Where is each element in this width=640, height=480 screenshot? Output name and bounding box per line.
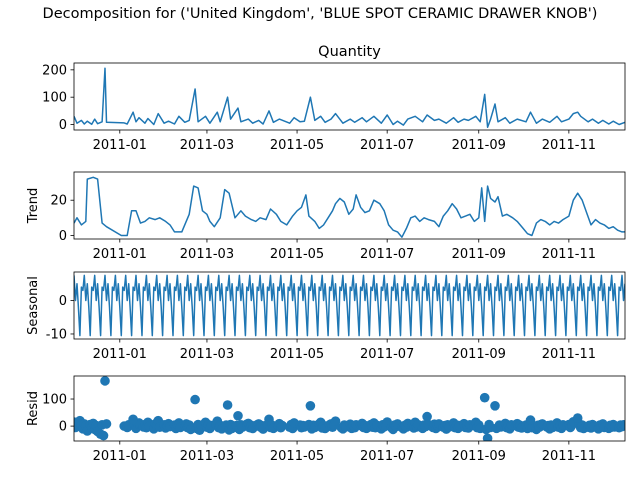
x-tick-label: 2011-03 xyxy=(180,449,234,464)
x-tick-label: 2011-05 xyxy=(270,247,324,262)
panel-data xyxy=(74,376,625,441)
resid-outlier-point xyxy=(98,430,109,441)
resid-outlier-point xyxy=(490,401,500,411)
resid-outlier-point xyxy=(479,392,490,403)
series-line xyxy=(74,176,625,238)
x-tick-label: 2011-09 xyxy=(452,347,506,362)
resid-outlier-point xyxy=(572,413,583,423)
y-tick-label: 0 xyxy=(59,420,67,435)
x-tick-label: 2011-01 xyxy=(93,138,147,153)
x-tick-label: 2011-05 xyxy=(270,347,324,362)
resid-point xyxy=(620,420,625,431)
x-tick-label: 2011-01 xyxy=(93,449,147,464)
resid-point xyxy=(101,419,112,429)
x-tick-label: 2011-09 xyxy=(452,247,506,262)
panel-1 xyxy=(70,62,626,134)
panel-data xyxy=(74,176,625,238)
axes-frame xyxy=(73,271,626,340)
x-tick-label: 2011-07 xyxy=(360,347,414,362)
resid-outlier-point xyxy=(100,376,110,386)
y-tick-label: 0 xyxy=(59,229,67,244)
seasonal-line xyxy=(74,274,625,337)
x-tick-label: 2011-07 xyxy=(360,449,414,464)
y-tick-label: 20 xyxy=(50,194,67,209)
y-tick-label: 0 xyxy=(59,294,67,309)
x-tick-label: 2011-11 xyxy=(542,247,596,262)
resid-outlier-point xyxy=(305,401,316,411)
y-tick-label: 100 xyxy=(42,91,67,106)
y-axis-label: Resid xyxy=(26,391,41,426)
resid-outlier-point xyxy=(222,400,233,410)
panel-data xyxy=(74,274,625,337)
x-tick-label: 2011-05 xyxy=(270,449,324,464)
x-tick-label: 2011-09 xyxy=(452,138,506,153)
panel-3 xyxy=(70,271,626,343)
y-axis-label: Seasonal xyxy=(26,276,41,335)
y-tick-label: 200 xyxy=(42,63,67,78)
axes-frame xyxy=(73,375,626,442)
panel-title: Quantity xyxy=(318,44,381,60)
resid-outlier-point xyxy=(482,433,493,441)
panel-2 xyxy=(70,171,626,243)
x-tick-label: 2011-03 xyxy=(180,347,234,362)
x-tick-label: 2011-11 xyxy=(542,449,596,464)
x-tick-label: 2011-11 xyxy=(542,138,596,153)
x-tick-label: 2011-03 xyxy=(180,138,234,153)
x-tick-label: 2011-07 xyxy=(360,138,414,153)
y-tick-label: 0 xyxy=(59,118,67,133)
panel-data xyxy=(74,67,625,129)
resid-outlier-point xyxy=(190,394,200,405)
figure-suptitle: Decomposition for ('United Kingdom', 'BL… xyxy=(42,6,598,22)
x-tick-label: 2011-05 xyxy=(270,138,324,153)
y-tick-label: 100 xyxy=(42,393,67,408)
x-tick-label: 2011-01 xyxy=(93,247,147,262)
x-tick-label: 2011-11 xyxy=(542,347,596,362)
axes-frame xyxy=(73,171,626,240)
panel-4 xyxy=(70,375,626,445)
x-tick-label: 2011-07 xyxy=(360,247,414,262)
resid-point xyxy=(277,420,288,431)
x-tick-label: 2011-01 xyxy=(93,347,147,362)
resid-point xyxy=(330,416,341,427)
x-tick-label: 2011-09 xyxy=(452,449,506,464)
axes-frame xyxy=(73,62,626,131)
resid-outlier-point xyxy=(233,411,243,421)
y-axis-label: Trend xyxy=(26,188,41,225)
series-line xyxy=(74,67,625,129)
resid-outlier-point xyxy=(128,414,138,425)
x-tick-label: 2011-03 xyxy=(180,247,234,262)
resid-outlier-point xyxy=(422,411,432,422)
y-tick-label: -10 xyxy=(46,327,67,342)
resid-outlier-point xyxy=(525,415,536,425)
